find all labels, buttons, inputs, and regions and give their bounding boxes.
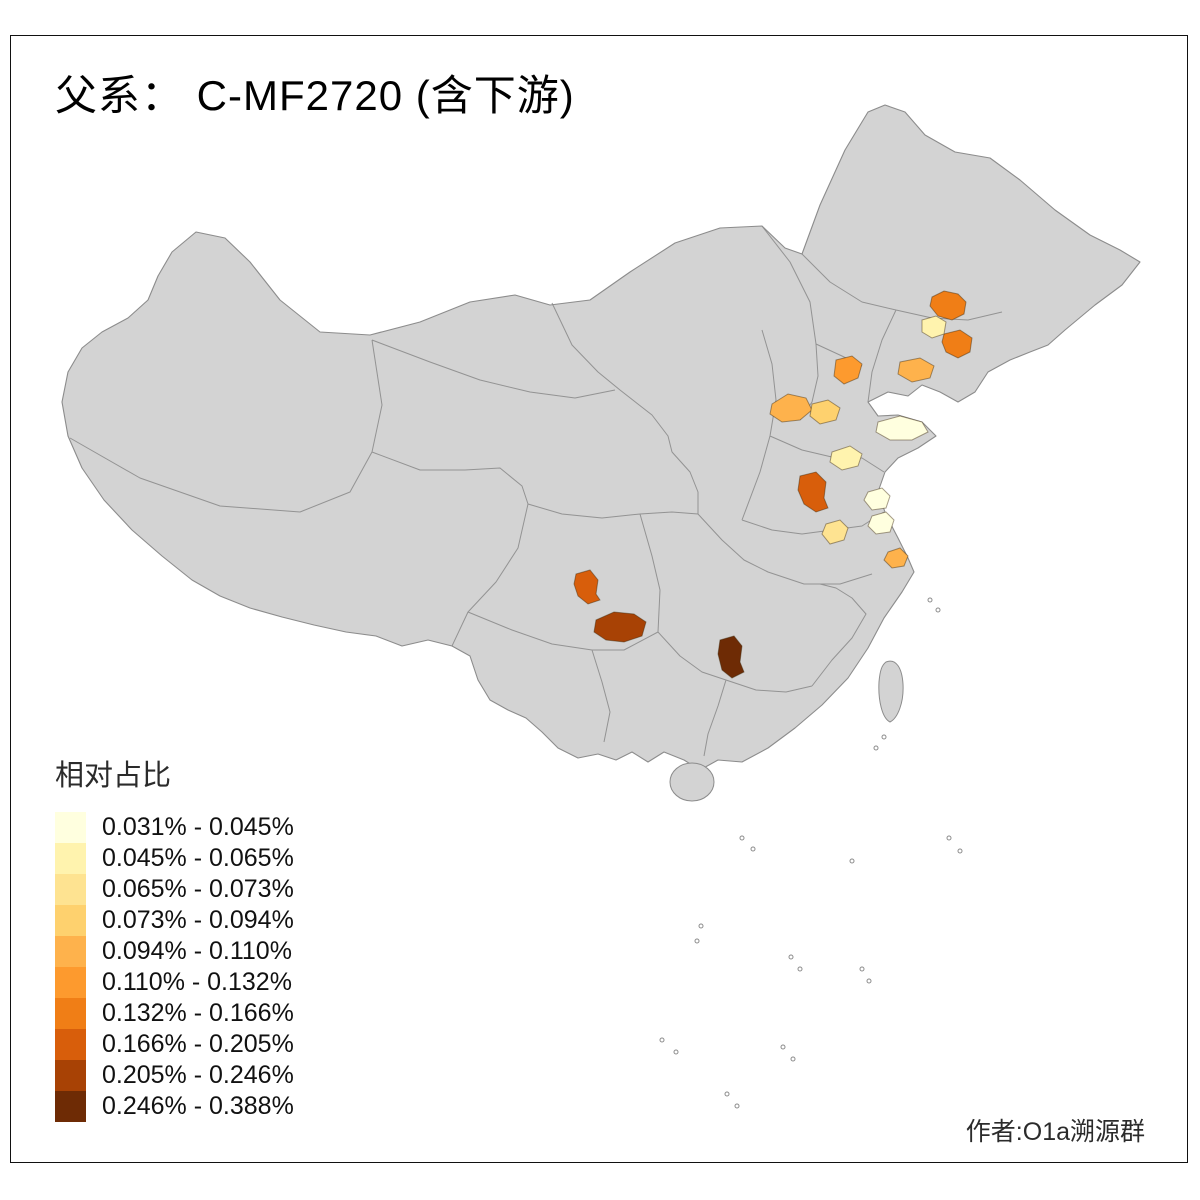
china-landmass (61, 104, 1141, 771)
legend-label: 0.094% - 0.110% (102, 937, 292, 965)
legend-row: 0.045% - 0.065% (55, 843, 294, 874)
legend-swatch (55, 1029, 86, 1060)
legend-swatch (55, 843, 86, 874)
legend-swatch (55, 905, 86, 936)
legend-row: 0.065% - 0.073% (55, 874, 294, 905)
page-title: 父系： C-MF2720 (含下游) (55, 72, 575, 119)
colored-region (829, 445, 863, 471)
legend-swatch (55, 967, 86, 998)
hainan-island (669, 762, 715, 802)
legend-row: 0.132% - 0.166% (55, 998, 294, 1029)
legend: 相对占比 0.031% - 0.045% 0.045% - 0.065% 0.065… (55, 752, 294, 1122)
colored-region (867, 511, 895, 535)
colored-region (921, 315, 947, 339)
attribution-text: 作者:O1a溯源群 (965, 1118, 1145, 1146)
legend-row: 0.205% - 0.246% (55, 1060, 294, 1091)
colored-region (897, 357, 935, 383)
colored-region (797, 471, 829, 513)
legend-swatch (55, 812, 86, 843)
colored-region (769, 393, 813, 423)
legend-row: 0.073% - 0.094% (55, 905, 294, 936)
legend-swatch (55, 1091, 86, 1122)
legend-row: 0.110% - 0.132% (55, 967, 294, 998)
legend-row: 0.031% - 0.045% (55, 812, 294, 843)
colored-region (875, 415, 929, 441)
legend-row: 0.246% - 0.388% (55, 1091, 294, 1122)
colored-region (883, 547, 909, 569)
legend-row: 0.166% - 0.205% (55, 1029, 294, 1060)
colored-region (821, 519, 849, 545)
legend-label: 0.073% - 0.094% (102, 906, 294, 934)
colored-region (863, 487, 891, 511)
colored-region (833, 355, 863, 385)
colored-region (809, 399, 841, 425)
colored-region (717, 635, 745, 679)
legend-swatch (55, 1060, 86, 1091)
legend-label: 0.246% - 0.388% (102, 1092, 294, 1120)
legend-title: 相对占比 (55, 760, 172, 792)
legend-label: 0.166% - 0.205% (102, 1030, 294, 1058)
legend-swatch (55, 936, 86, 967)
legend-label: 0.132% - 0.166% (102, 999, 294, 1027)
legend-swatch (55, 998, 86, 1029)
south-sea-islets (659, 597, 963, 1109)
legend-label: 0.045% - 0.065% (102, 844, 294, 872)
colored-region (941, 329, 973, 359)
colored-region (593, 611, 647, 643)
legend-row: 0.094% - 0.110% (55, 936, 294, 967)
colored-region (573, 569, 601, 605)
legend-label: 0.205% - 0.246% (102, 1061, 294, 1089)
legend-label: 0.065% - 0.073% (102, 875, 294, 903)
taiwan-island (878, 660, 904, 723)
legend-swatch (55, 874, 86, 905)
legend-label: 0.110% - 0.132% (102, 968, 292, 996)
colored-regions (573, 290, 973, 679)
legend-label: 0.031% - 0.045% (102, 813, 294, 841)
colored-region (929, 290, 967, 321)
legend-items: 0.031% - 0.045% 0.045% - 0.065% 0.065% - 0… (55, 812, 294, 1122)
